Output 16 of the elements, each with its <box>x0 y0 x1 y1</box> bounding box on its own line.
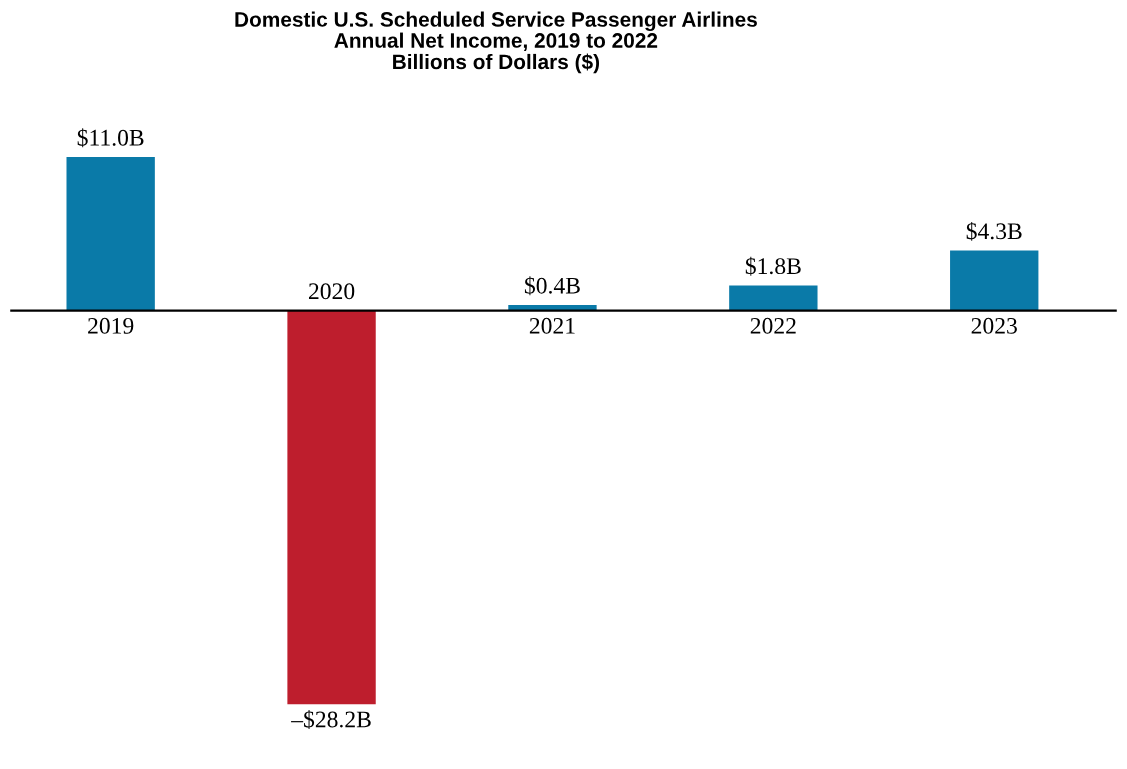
x-tick-label: 2021 <box>529 317 575 334</box>
x-tick-label: 2022 <box>750 317 796 334</box>
data-label: $4.3B <box>966 221 1022 241</box>
x-tick-label: 2023 <box>971 317 1017 334</box>
chart-title: Domestic U.S. Scheduled Service Passenger Airlines Annual Net Income, 2019 to 2022 Billions of Dollars ($) <box>235 11 757 74</box>
bar <box>66 157 155 311</box>
data-label: $1.8B <box>745 256 801 276</box>
bar <box>729 285 818 311</box>
data-label: –$28.2B <box>291 710 371 729</box>
x-tick-label: 2020 <box>308 283 355 300</box>
bar <box>508 305 597 311</box>
data-label: $11.0B <box>77 128 144 148</box>
bar <box>287 310 376 705</box>
x-tick-label: 2019 <box>88 317 134 334</box>
bar <box>950 250 1039 311</box>
data-label: $0.4B <box>524 276 580 296</box>
